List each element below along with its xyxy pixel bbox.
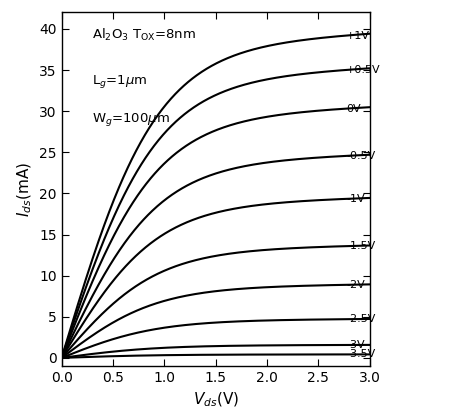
Text: -0.5V: -0.5V [346, 151, 375, 161]
Text: 0V: 0V [346, 104, 361, 114]
Text: -2.5V: -2.5V [346, 314, 375, 324]
Text: -3.5V: -3.5V [346, 349, 375, 359]
Text: -2V: -2V [346, 280, 365, 290]
Text: W$_g$=100$\mu$m: W$_g$=100$\mu$m [92, 111, 171, 129]
Y-axis label: $I_{ds}$(mA): $I_{ds}$(mA) [15, 162, 34, 217]
Text: -3V: -3V [346, 340, 365, 350]
Text: Al$_2$O$_3$ T$_{\rm OX}$=8nm: Al$_2$O$_3$ T$_{\rm OX}$=8nm [92, 27, 196, 43]
Text: -1.5V: -1.5V [346, 241, 375, 251]
X-axis label: $V_{ds}$(V): $V_{ds}$(V) [192, 391, 239, 409]
Text: +0.5V: +0.5V [346, 65, 381, 75]
Text: +1V: +1V [346, 31, 370, 41]
Text: L$_g$=1$\mu$m: L$_g$=1$\mu$m [92, 73, 148, 89]
Text: -1V: -1V [346, 194, 365, 204]
